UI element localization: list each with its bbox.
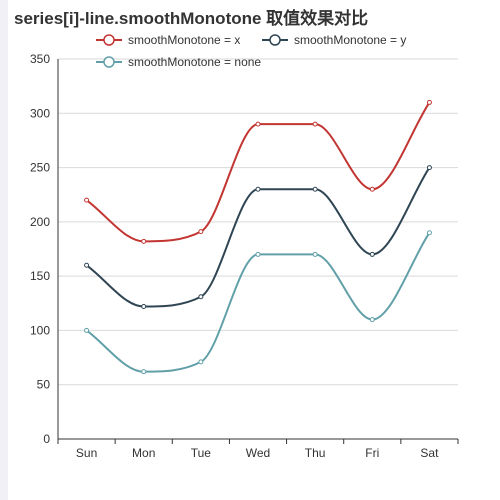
- data-point: [255, 251, 261, 257]
- data-point: [84, 327, 90, 333]
- data-point: [369, 186, 375, 192]
- y-tick-label: 100: [30, 323, 50, 337]
- y-tick-label: 150: [30, 269, 50, 283]
- y-tick-label: 200: [30, 215, 50, 229]
- x-tick-label: Tue: [191, 446, 212, 460]
- legend-marker: [269, 34, 281, 46]
- legend-marker: [103, 34, 115, 46]
- y-tick-label: 0: [43, 432, 50, 446]
- x-tick-label: Sun: [76, 446, 97, 460]
- x-tick-label: Fri: [365, 446, 379, 460]
- legend-label: smoothMonotone = x: [128, 33, 240, 47]
- legend-label: smoothMonotone = none: [128, 55, 261, 69]
- x-tick-label: Sat: [420, 446, 439, 460]
- data-point: [198, 294, 204, 300]
- legend-label: smoothMonotone = y: [294, 33, 406, 47]
- x-tick-label: Wed: [246, 446, 270, 460]
- data-point: [141, 304, 147, 310]
- data-point: [312, 186, 318, 192]
- data-point: [198, 359, 204, 365]
- data-point: [312, 251, 318, 257]
- legend-marker: [103, 56, 115, 68]
- page-title: series[i]-line.smoothMonotone 取值效果对比: [14, 9, 369, 28]
- data-point: [84, 262, 90, 268]
- data-point: [426, 165, 432, 171]
- data-point: [141, 369, 147, 375]
- data-point: [369, 251, 375, 257]
- x-tick-label: Thu: [305, 446, 326, 460]
- y-tick-label: 300: [30, 106, 50, 120]
- data-point: [255, 121, 261, 127]
- data-point: [141, 238, 147, 244]
- data-point: [84, 197, 90, 203]
- y-tick-label: 50: [37, 378, 51, 392]
- y-tick-label: 350: [30, 52, 50, 66]
- data-point: [369, 317, 375, 323]
- data-point: [426, 230, 432, 236]
- y-tick-label: 250: [30, 161, 50, 175]
- data-point: [198, 229, 204, 235]
- data-point: [312, 121, 318, 127]
- left-panel-strip: [0, 0, 8, 500]
- data-point: [426, 99, 432, 105]
- x-tick-label: Mon: [132, 446, 155, 460]
- data-point: [255, 186, 261, 192]
